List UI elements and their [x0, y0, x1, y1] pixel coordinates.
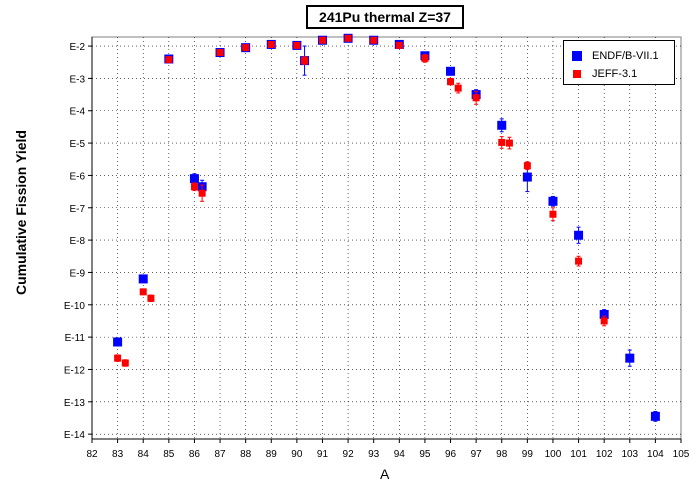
data-point: [446, 66, 456, 76]
data-point: [650, 411, 660, 421]
x-tick-label: 103: [621, 449, 638, 460]
data-point: [121, 359, 129, 367]
data-point: [267, 40, 275, 48]
data-point: [370, 36, 378, 44]
axes: 82 83 84 85 86 87 88 89 90 91 92 93 94 95 96 97 98 99 100 1…: [64, 37, 690, 460]
data-point: [574, 230, 584, 240]
x-tick-label: 84: [138, 449, 150, 460]
data-point: [147, 294, 155, 302]
data-point: [548, 196, 558, 206]
data-point: [190, 183, 198, 191]
x-tick-label: 85: [163, 449, 175, 460]
data-point: [138, 274, 148, 284]
data-point: [454, 84, 462, 92]
data-point: [395, 41, 403, 49]
data-point: [505, 139, 513, 147]
chart-title: 241Pu thermal Z=37: [306, 5, 464, 29]
y-tick-label: E-11: [65, 333, 86, 344]
legend-swatch-endf: [572, 51, 582, 61]
data-point: [472, 94, 480, 102]
y-tick-label: E-4: [69, 107, 85, 118]
legend-label-jeff: JEFF-3.1: [592, 68, 638, 80]
x-tick-label: 89: [266, 449, 278, 460]
data-point: [318, 36, 326, 44]
x-tick-label: 104: [647, 449, 664, 460]
y-tick-label: E-8: [69, 236, 85, 247]
x-tick-label: 97: [471, 449, 483, 460]
data-point: [498, 138, 506, 146]
data-point: [216, 49, 224, 57]
legend-label-endf: ENDF/B-VII.1: [592, 50, 659, 62]
y-tick-label: E-12: [64, 365, 86, 376]
series-jeff: [114, 34, 608, 367]
x-tick-label: 90: [291, 449, 303, 460]
y-axis-label: Cumulative Fission Yield: [13, 130, 29, 295]
y-tick-label: E-10: [64, 301, 86, 312]
data-point: [447, 78, 455, 86]
y-tick-label: E-9: [69, 268, 85, 279]
y-tick-label: E-7: [69, 204, 85, 215]
y-tick-label: E-6: [69, 171, 85, 182]
x-tick-label: 102: [596, 449, 613, 460]
data-point: [139, 288, 147, 296]
legend: ENDF/B-VII.1 JEFF-3.1: [563, 40, 675, 85]
legend-item-jeff: JEFF-3.1: [572, 67, 637, 81]
data-point: [344, 34, 352, 42]
x-tick-label: 93: [368, 449, 380, 460]
legend-item-endf: ENDF/B-VII.1: [572, 49, 659, 63]
x-tick-label: 94: [394, 449, 406, 460]
x-tick-label: 83: [112, 449, 124, 460]
data-point: [523, 162, 531, 170]
data-point: [242, 44, 250, 52]
x-tick-label: 95: [419, 449, 431, 460]
x-tick-label: 82: [86, 449, 98, 460]
data-point: [198, 189, 206, 197]
data-point: [165, 56, 173, 64]
grid-lines: [92, 37, 681, 439]
data-point: [189, 174, 199, 184]
data-point: [599, 309, 609, 319]
data-point: [113, 337, 123, 347]
x-tick-label: 101: [570, 449, 587, 460]
x-tick-label: 88: [240, 449, 252, 460]
x-tick-label: 87: [214, 449, 226, 460]
series-layer: [113, 33, 660, 422]
x-tick-label: 86: [189, 449, 201, 460]
y-tick-label: E-5: [69, 139, 85, 150]
x-tick-label: 100: [545, 449, 562, 460]
data-point: [497, 120, 507, 130]
data-point: [549, 210, 557, 218]
x-tick-label: 98: [496, 449, 508, 460]
data-point: [421, 54, 429, 62]
data-point: [522, 172, 532, 182]
x-axis-label: A: [380, 466, 390, 482]
y-tick-label: E-13: [64, 398, 86, 409]
y-tick-label: E-2: [69, 42, 85, 53]
x-tick-label: 96: [445, 449, 457, 460]
data-point: [293, 41, 301, 49]
data-point: [575, 257, 583, 265]
data-point: [301, 57, 309, 65]
y-tick-label: E-3: [69, 74, 85, 85]
data-point: [625, 353, 635, 363]
x-tick-label: 99: [522, 449, 534, 460]
x-tick-label: 91: [317, 449, 329, 460]
x-tick-label: 92: [343, 449, 355, 460]
x-tick-label: 105: [673, 449, 690, 460]
plot-area-frame: [91, 36, 682, 440]
data-point: [600, 317, 608, 325]
data-point: [114, 354, 122, 362]
y-tick-label: E-14: [64, 430, 86, 441]
legend-swatch-jeff: [573, 70, 581, 78]
